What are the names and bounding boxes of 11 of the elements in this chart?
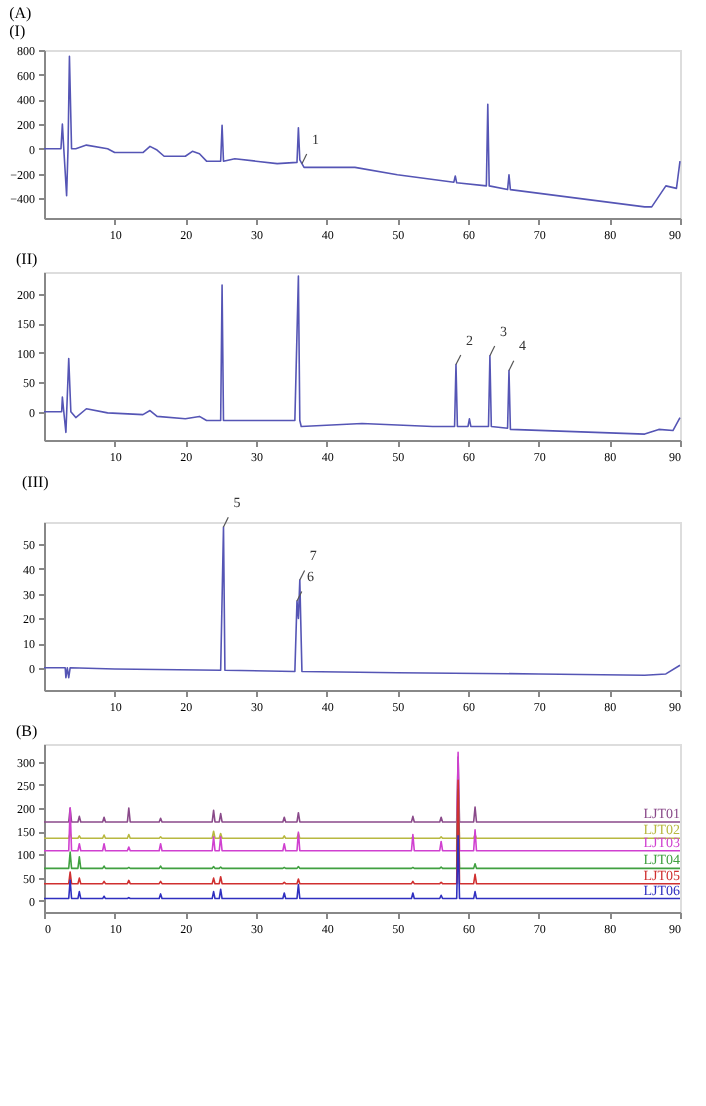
chart-subtitle: (I) <box>9 22 26 40</box>
chart-title: (B) <box>16 722 38 740</box>
line-series <box>43 835 681 900</box>
chart-title: (A) <box>9 4 33 22</box>
chart-title: (III) <box>22 472 50 491</box>
line-series <box>43 751 681 852</box>
line-series <box>43 779 681 885</box>
line-series <box>43 55 681 208</box>
line-series <box>43 526 681 679</box>
line-series <box>43 275 681 435</box>
chart-title: (II) <box>16 250 38 268</box>
